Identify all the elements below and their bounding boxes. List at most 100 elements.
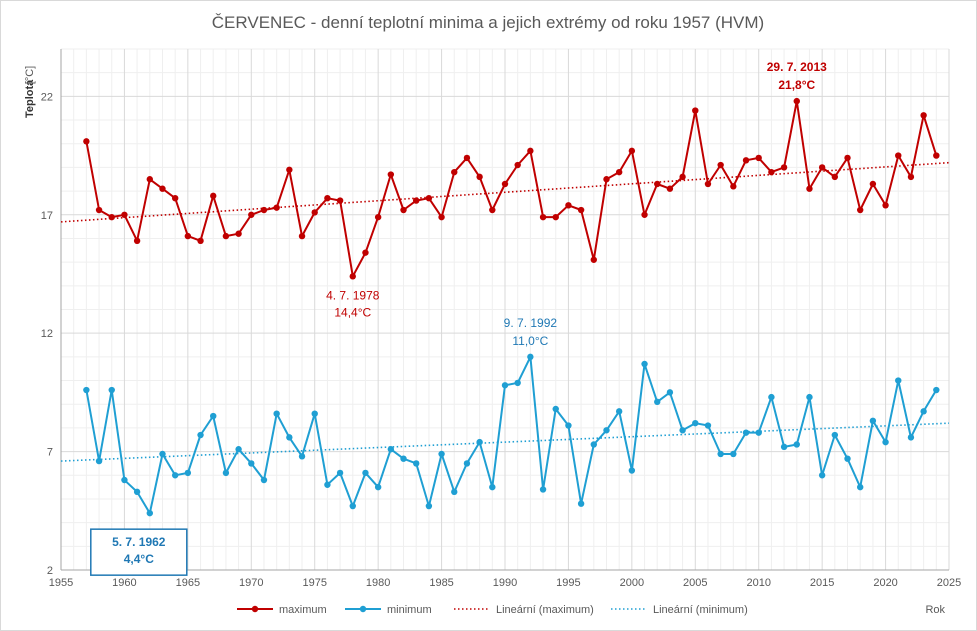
data-point [362, 469, 369, 477]
annotation-date: 4. 7. 1978 [326, 288, 380, 302]
data-point [882, 202, 889, 209]
data-point [349, 502, 356, 510]
data-point [730, 183, 737, 190]
data-point [679, 173, 686, 181]
data-point [413, 197, 420, 204]
data-point [730, 450, 737, 458]
annotation-date: 9. 7. 1992 [504, 316, 558, 330]
data-point [489, 483, 496, 491]
data-point [248, 460, 255, 467]
legend-marker [251, 605, 259, 613]
data-point [476, 173, 483, 181]
data-point [806, 393, 813, 401]
data-point [197, 237, 204, 245]
data-point [311, 209, 318, 216]
x-tick-label: 2005 [683, 577, 707, 589]
data-point [501, 382, 509, 389]
data-point [425, 194, 433, 202]
data-point [121, 476, 128, 484]
x-tick-label: 1995 [556, 577, 580, 589]
data-point [451, 488, 458, 496]
data-point [121, 211, 128, 218]
data-point [336, 469, 344, 477]
data-point [654, 398, 661, 406]
y-tick-label: 2 [47, 565, 53, 577]
data-point [818, 472, 826, 479]
data-point [717, 450, 724, 458]
data-point [933, 386, 940, 394]
data-point [818, 164, 826, 171]
data-point [159, 185, 166, 192]
data-point [666, 389, 674, 396]
data-point [83, 138, 90, 145]
data-point [565, 202, 572, 209]
data-point [210, 192, 217, 200]
annotation-value: 11,0°C [512, 334, 548, 348]
data-point [806, 185, 813, 192]
data-point [286, 166, 293, 173]
data-point [793, 97, 800, 105]
data-point [907, 434, 915, 441]
data-point [324, 481, 331, 488]
data-point [628, 467, 636, 474]
data-point [603, 427, 610, 434]
data-point [374, 483, 382, 491]
y-tick-label: 22 [41, 91, 53, 103]
data-point [831, 173, 839, 181]
legend-label: minimum [387, 604, 432, 616]
data-point [108, 386, 115, 394]
data-point [273, 410, 280, 417]
data-point [780, 443, 788, 451]
annotation-value: 21,8°C [778, 78, 815, 92]
data-point [235, 446, 242, 453]
data-point [780, 164, 788, 171]
legend: maximum minimum Lineární (maximum) Lineární… [237, 604, 748, 616]
x-axis-label: Rok [925, 604, 945, 616]
data-point [463, 154, 471, 162]
data-point [501, 180, 509, 188]
x-tick-label: 1960 [112, 577, 136, 589]
data-point [222, 469, 230, 477]
data-point [742, 157, 750, 164]
data-point [577, 206, 585, 214]
data-point [400, 455, 407, 462]
data-point [146, 509, 153, 517]
data-point [527, 147, 534, 155]
y-tick-label: 12 [41, 328, 53, 340]
annotation-date: 29. 7. 2013 [767, 60, 827, 74]
data-point [514, 379, 521, 387]
data-point [438, 213, 445, 221]
x-tick-label: 2020 [873, 577, 897, 589]
data-point [146, 176, 153, 183]
axes: 1955 1960 1965 1970 1975 1980 1985 1990 1995 2000… [41, 49, 961, 589]
data-point [222, 232, 230, 240]
data-point [768, 168, 775, 176]
data-point [717, 161, 724, 169]
data-point [933, 152, 940, 159]
data-point [590, 256, 597, 263]
data-point [844, 455, 851, 462]
data-point [654, 180, 661, 188]
data-point [603, 176, 610, 183]
data-point [133, 237, 141, 245]
data-point [133, 488, 141, 496]
data-point [704, 180, 712, 188]
data-point [171, 194, 179, 202]
data-point [857, 483, 864, 491]
data-point [844, 154, 851, 162]
x-tick-label: 1970 [239, 577, 263, 589]
legend-marker [359, 605, 367, 613]
data-point [552, 213, 559, 221]
data-point [692, 419, 699, 427]
data-point [895, 377, 902, 384]
data-point [248, 211, 255, 218]
annotation-value: 14,4°C [334, 305, 371, 319]
annotation-box [90, 528, 188, 576]
data-point [539, 213, 547, 221]
data-point [374, 213, 382, 221]
data-point [679, 427, 686, 434]
data-point [349, 273, 356, 280]
data-point [907, 173, 915, 181]
series-layer [60, 97, 950, 517]
